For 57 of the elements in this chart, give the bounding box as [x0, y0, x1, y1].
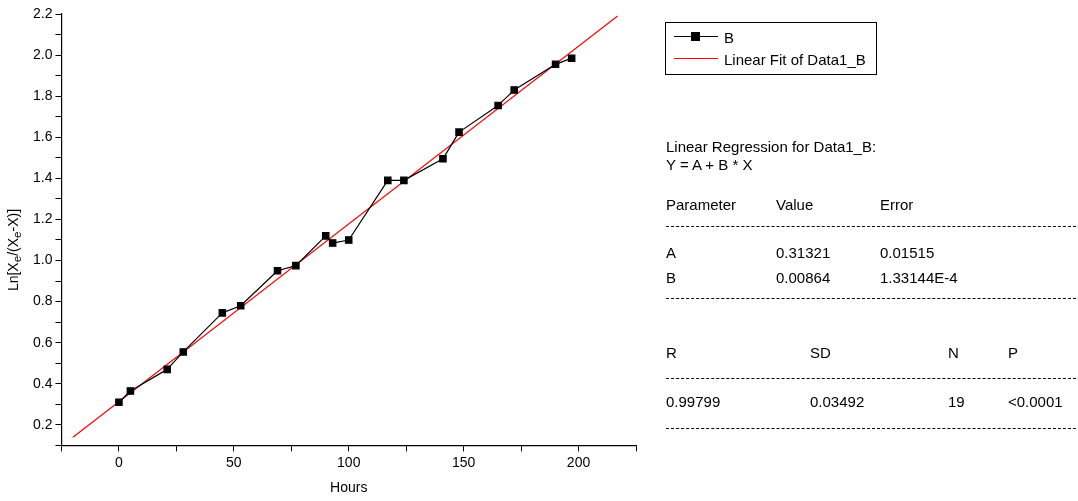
y-tick-label: 2.0: [32, 45, 53, 62]
point: [439, 155, 447, 163]
point: [551, 60, 560, 69]
text: 1.33144E-4: [880, 269, 958, 287]
y-tick-label: 0.6: [32, 333, 53, 350]
x-tick-label: 50: [226, 453, 242, 470]
text: <0.0001: [1008, 393, 1063, 411]
point: [273, 267, 282, 275]
text: Value: [776, 196, 814, 214]
text: A: [666, 244, 677, 262]
point: [567, 54, 576, 62]
text: Linear Regression for Data1_B:: [666, 138, 877, 156]
y-tick-label: 1.6: [32, 128, 53, 145]
text: Y = A + B * X: [666, 156, 753, 174]
point: [179, 348, 188, 356]
point: [494, 101, 502, 110]
y-tick-label: 0.8: [32, 292, 53, 309]
point: [344, 236, 353, 244]
y-tick-label: 1.8: [32, 87, 53, 104]
point: [328, 239, 337, 247]
text: 0.31321: [776, 244, 831, 262]
text: SD: [810, 344, 831, 362]
x-tick-label: 0: [115, 453, 124, 470]
x-axis-title: Hours: [330, 479, 368, 496]
point: [236, 301, 245, 310]
point: [126, 387, 135, 395]
text: Parameter: [666, 196, 737, 214]
text: N: [948, 344, 959, 362]
x-tick-label: 200: [566, 453, 591, 470]
point: [115, 398, 123, 407]
point: [400, 176, 408, 185]
text: P: [1008, 344, 1019, 362]
text: Error: [880, 196, 914, 214]
text: R: [666, 344, 677, 362]
point: [163, 365, 171, 374]
legend-label: Linear Fit of Data1_B: [724, 50, 866, 68]
point: [292, 261, 300, 270]
text: 0.00864: [776, 269, 831, 287]
text: 0.01515: [880, 244, 935, 262]
y-tick-label: 0.4: [32, 374, 53, 391]
text: 0.03492: [810, 393, 865, 411]
y-tick-label: 1.0: [32, 251, 53, 268]
y-tick-label: 1.4: [32, 169, 53, 186]
legend-label: B: [724, 28, 735, 46]
text: 19: [948, 393, 965, 411]
y-tick-label: 2.2: [32, 4, 53, 21]
point: [384, 176, 392, 185]
text: 0.99799: [666, 393, 721, 411]
x-tick-label: 100: [337, 453, 361, 470]
x-tick-label: 150: [451, 453, 476, 470]
point: [218, 309, 227, 317]
point: [455, 128, 463, 136]
point: [510, 86, 518, 94]
point: [321, 232, 330, 240]
y-tick-label: 0.2: [32, 415, 53, 432]
y-tick-label: 1.2: [32, 210, 53, 227]
text: B: [666, 269, 677, 287]
